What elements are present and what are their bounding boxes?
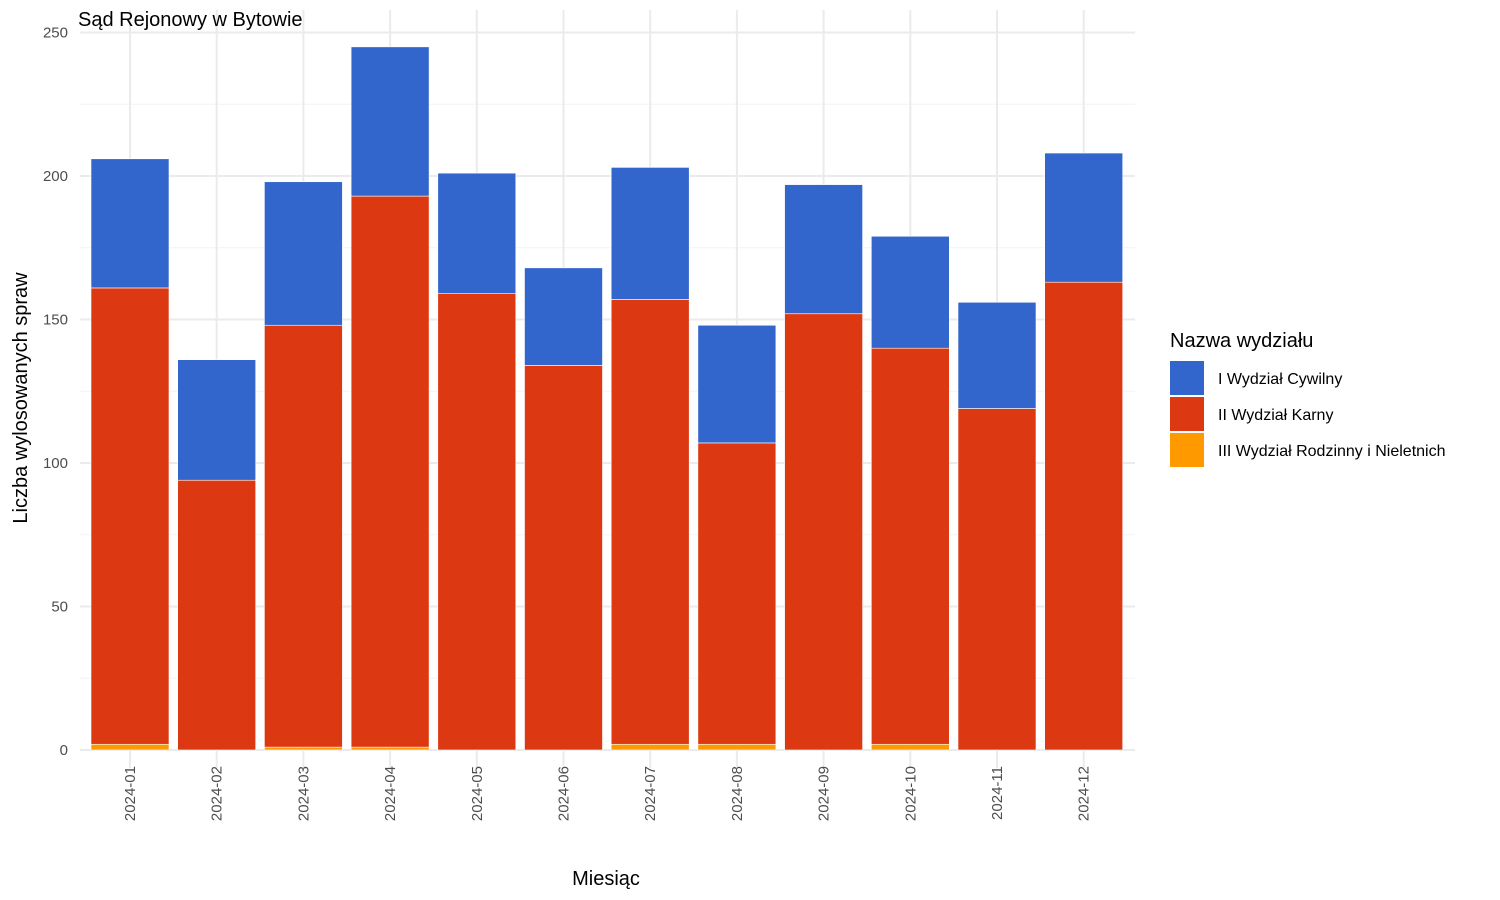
x-tick-label: 2024-08 <box>729 766 746 821</box>
bar-segment <box>697 442 777 745</box>
legend-label: III Wydział Rodzinny i Nieletnich <box>1218 443 1446 460</box>
y-tick-label: 100 <box>43 455 68 472</box>
bar-segment <box>264 324 343 748</box>
x-tick-label: 2024-02 <box>209 766 226 821</box>
bar-segment <box>437 293 517 751</box>
bar-segment <box>870 743 950 751</box>
bar-segment <box>870 235 950 349</box>
bar-segment <box>784 184 863 315</box>
bar-segment <box>697 743 777 751</box>
x-tick-label: 2024-05 <box>469 766 486 821</box>
legend-swatch <box>1170 433 1204 467</box>
x-tick-label: 2024-11 <box>989 766 1006 820</box>
y-tick-label: 50 <box>51 599 68 616</box>
bar-segment <box>610 299 690 745</box>
legend-swatch <box>1170 397 1204 431</box>
bar-segment <box>350 746 430 751</box>
bar-segment <box>697 324 777 444</box>
x-tick-label: 2024-09 <box>816 766 833 821</box>
legend-swatch <box>1170 361 1204 395</box>
bar-segment <box>957 301 1037 409</box>
bar-segment <box>264 181 343 326</box>
x-tick-label: 2024-04 <box>382 766 399 821</box>
bar-segment <box>350 46 430 197</box>
bar-segment <box>610 167 690 300</box>
bar-segment <box>177 479 256 751</box>
bar-segment <box>350 195 430 748</box>
bar-segment <box>90 158 170 289</box>
bar-segment <box>177 359 256 481</box>
bar-segment <box>957 408 1037 751</box>
bar-segment <box>610 743 690 751</box>
y-tick-label: 250 <box>43 25 68 42</box>
bar-segment <box>90 287 170 745</box>
y-tick-label: 0 <box>60 742 68 759</box>
y-axis-title: Liczba wylosowanych spraw <box>10 272 32 524</box>
bar-segment <box>784 313 863 751</box>
bar-segment <box>870 347 950 745</box>
bar-segment <box>437 172 517 294</box>
legend: Nazwa wydziału I Wydział Cywilny II Wydzi… <box>1170 330 1446 467</box>
x-tick-label: 2024-03 <box>295 766 312 821</box>
bar-segment <box>1044 281 1123 751</box>
bar-segment <box>1044 152 1123 283</box>
bars <box>90 46 1123 751</box>
x-axis-ticks: 2024-01 2024-02 2024-03 2024-04 2024-05 2024-… <box>122 766 1093 821</box>
x-tick-label: 2024-01 <box>122 766 139 821</box>
y-axis-ticks: 0 50 100 150 200 250 <box>43 25 68 760</box>
x-tick-label: 2024-07 <box>642 766 659 821</box>
legend-label: II Wydział Karny <box>1218 407 1333 424</box>
x-tick-label: 2024-12 <box>1076 766 1093 821</box>
bar-segment <box>524 267 603 366</box>
bar-segment <box>264 746 343 751</box>
x-axis-title: Miesiąc <box>572 868 640 890</box>
legend-label: I Wydział Cywilny <box>1218 371 1342 388</box>
y-tick-label: 200 <box>43 168 68 185</box>
y-tick-label: 150 <box>43 312 68 329</box>
legend-items: I Wydział Cywilny II Wydział Karny III Wyd… <box>1170 361 1446 467</box>
x-tick-label: 2024-10 <box>902 766 919 821</box>
legend-title: Nazwa wydziału <box>1170 330 1313 352</box>
bar-segment <box>90 743 170 751</box>
x-tick-label: 2024-06 <box>556 766 573 821</box>
bar-segment <box>524 365 603 751</box>
chart-title: Sąd Rejonowy w Bytowie <box>78 9 303 31</box>
